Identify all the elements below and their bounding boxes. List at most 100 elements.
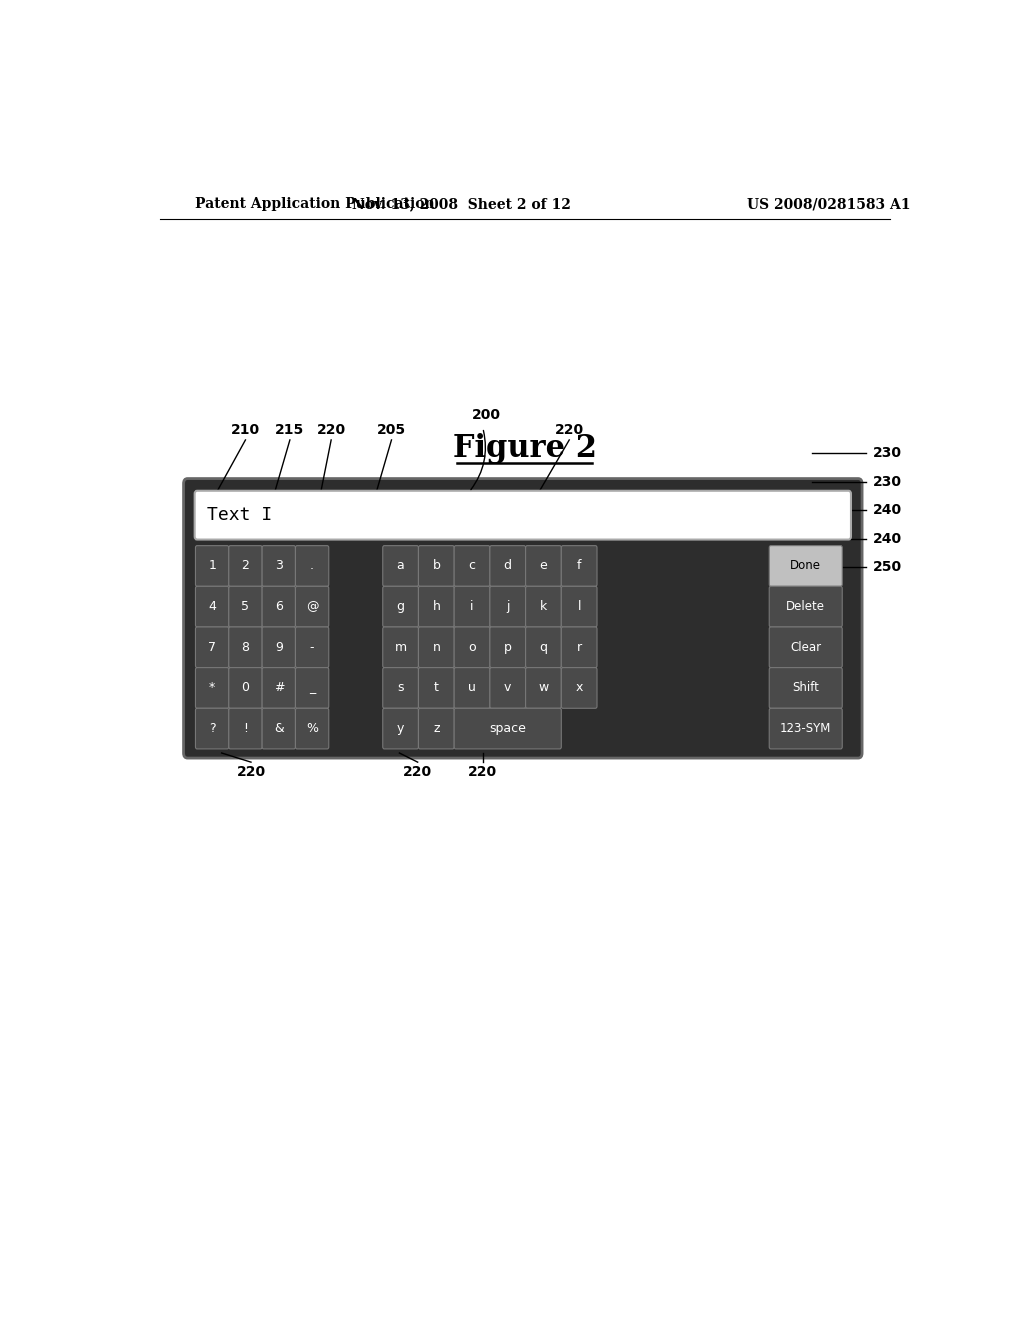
FancyBboxPatch shape bbox=[383, 709, 419, 748]
Text: s: s bbox=[397, 681, 403, 694]
Text: Text I: Text I bbox=[207, 506, 271, 524]
Text: 6: 6 bbox=[274, 601, 283, 612]
Text: g: g bbox=[396, 601, 404, 612]
FancyBboxPatch shape bbox=[419, 627, 455, 668]
FancyBboxPatch shape bbox=[489, 586, 525, 627]
Text: space: space bbox=[489, 722, 526, 735]
FancyBboxPatch shape bbox=[419, 709, 455, 748]
Text: Clear: Clear bbox=[791, 640, 821, 653]
Text: r: r bbox=[577, 640, 582, 653]
Text: d: d bbox=[504, 560, 512, 573]
FancyBboxPatch shape bbox=[296, 627, 329, 668]
Text: 240: 240 bbox=[872, 532, 901, 545]
FancyBboxPatch shape bbox=[525, 627, 561, 668]
Text: ?: ? bbox=[209, 722, 215, 735]
FancyBboxPatch shape bbox=[769, 545, 842, 586]
FancyBboxPatch shape bbox=[769, 709, 842, 748]
Text: k: k bbox=[540, 601, 547, 612]
Text: z: z bbox=[433, 722, 439, 735]
FancyBboxPatch shape bbox=[525, 545, 561, 586]
FancyBboxPatch shape bbox=[455, 545, 489, 586]
Text: l: l bbox=[578, 601, 581, 612]
Text: 200: 200 bbox=[472, 408, 501, 421]
Text: 5: 5 bbox=[242, 601, 250, 612]
FancyBboxPatch shape bbox=[455, 627, 489, 668]
FancyBboxPatch shape bbox=[196, 627, 228, 668]
FancyBboxPatch shape bbox=[183, 479, 862, 758]
Text: e: e bbox=[540, 560, 547, 573]
FancyBboxPatch shape bbox=[228, 586, 262, 627]
FancyBboxPatch shape bbox=[455, 668, 489, 709]
Text: j: j bbox=[506, 601, 510, 612]
Text: 250: 250 bbox=[872, 560, 901, 574]
FancyBboxPatch shape bbox=[196, 668, 228, 709]
Text: w: w bbox=[539, 681, 549, 694]
Text: a: a bbox=[396, 560, 404, 573]
Text: 240: 240 bbox=[872, 503, 901, 517]
FancyBboxPatch shape bbox=[262, 545, 296, 586]
Text: Shift: Shift bbox=[793, 681, 819, 694]
Text: 8: 8 bbox=[242, 640, 250, 653]
FancyBboxPatch shape bbox=[296, 709, 329, 748]
Text: .: . bbox=[310, 560, 314, 573]
FancyBboxPatch shape bbox=[196, 586, 228, 627]
FancyBboxPatch shape bbox=[262, 586, 296, 627]
Text: 220: 220 bbox=[555, 422, 584, 437]
Text: v: v bbox=[504, 681, 511, 694]
Text: Nov. 13, 2008  Sheet 2 of 12: Nov. 13, 2008 Sheet 2 of 12 bbox=[352, 197, 570, 211]
FancyBboxPatch shape bbox=[419, 668, 455, 709]
FancyBboxPatch shape bbox=[228, 545, 262, 586]
Text: #: # bbox=[273, 681, 284, 694]
Text: 215: 215 bbox=[275, 422, 304, 437]
Text: -: - bbox=[310, 640, 314, 653]
Text: %: % bbox=[306, 722, 318, 735]
FancyBboxPatch shape bbox=[525, 668, 561, 709]
FancyBboxPatch shape bbox=[419, 545, 455, 586]
Text: b: b bbox=[432, 560, 440, 573]
Text: &: & bbox=[273, 722, 284, 735]
FancyBboxPatch shape bbox=[489, 545, 525, 586]
Text: Done: Done bbox=[791, 560, 821, 573]
FancyBboxPatch shape bbox=[561, 586, 597, 627]
FancyBboxPatch shape bbox=[455, 709, 561, 748]
Text: 3: 3 bbox=[274, 560, 283, 573]
FancyBboxPatch shape bbox=[769, 627, 842, 668]
FancyBboxPatch shape bbox=[262, 668, 296, 709]
Text: @: @ bbox=[306, 601, 318, 612]
Text: !: ! bbox=[243, 722, 248, 735]
FancyBboxPatch shape bbox=[196, 545, 228, 586]
Text: 7: 7 bbox=[208, 640, 216, 653]
Text: 205: 205 bbox=[377, 422, 407, 437]
Text: m: m bbox=[394, 640, 407, 653]
FancyBboxPatch shape bbox=[561, 668, 597, 709]
Text: _: _ bbox=[309, 681, 315, 694]
Text: 210: 210 bbox=[230, 422, 260, 437]
Text: Figure 2: Figure 2 bbox=[453, 433, 597, 463]
Text: 0: 0 bbox=[242, 681, 250, 694]
FancyBboxPatch shape bbox=[769, 668, 842, 709]
Text: 123-SYM: 123-SYM bbox=[780, 722, 831, 735]
Text: 230: 230 bbox=[872, 446, 901, 461]
Text: x: x bbox=[575, 681, 583, 694]
FancyBboxPatch shape bbox=[228, 709, 262, 748]
Text: Delete: Delete bbox=[786, 601, 825, 612]
Text: 1: 1 bbox=[208, 560, 216, 573]
FancyBboxPatch shape bbox=[196, 709, 228, 748]
Text: f: f bbox=[577, 560, 582, 573]
FancyBboxPatch shape bbox=[195, 491, 851, 540]
FancyBboxPatch shape bbox=[296, 545, 329, 586]
FancyBboxPatch shape bbox=[489, 627, 525, 668]
Text: o: o bbox=[468, 640, 476, 653]
FancyBboxPatch shape bbox=[561, 627, 597, 668]
Text: *: * bbox=[209, 681, 215, 694]
Text: Patent Application Publication: Patent Application Publication bbox=[196, 197, 435, 211]
Text: c: c bbox=[469, 560, 475, 573]
Text: t: t bbox=[434, 681, 438, 694]
Text: 2: 2 bbox=[242, 560, 250, 573]
FancyBboxPatch shape bbox=[296, 586, 329, 627]
Text: 4: 4 bbox=[208, 601, 216, 612]
Text: 220: 220 bbox=[468, 766, 498, 779]
FancyBboxPatch shape bbox=[561, 545, 597, 586]
Text: n: n bbox=[432, 640, 440, 653]
Text: i: i bbox=[470, 601, 474, 612]
